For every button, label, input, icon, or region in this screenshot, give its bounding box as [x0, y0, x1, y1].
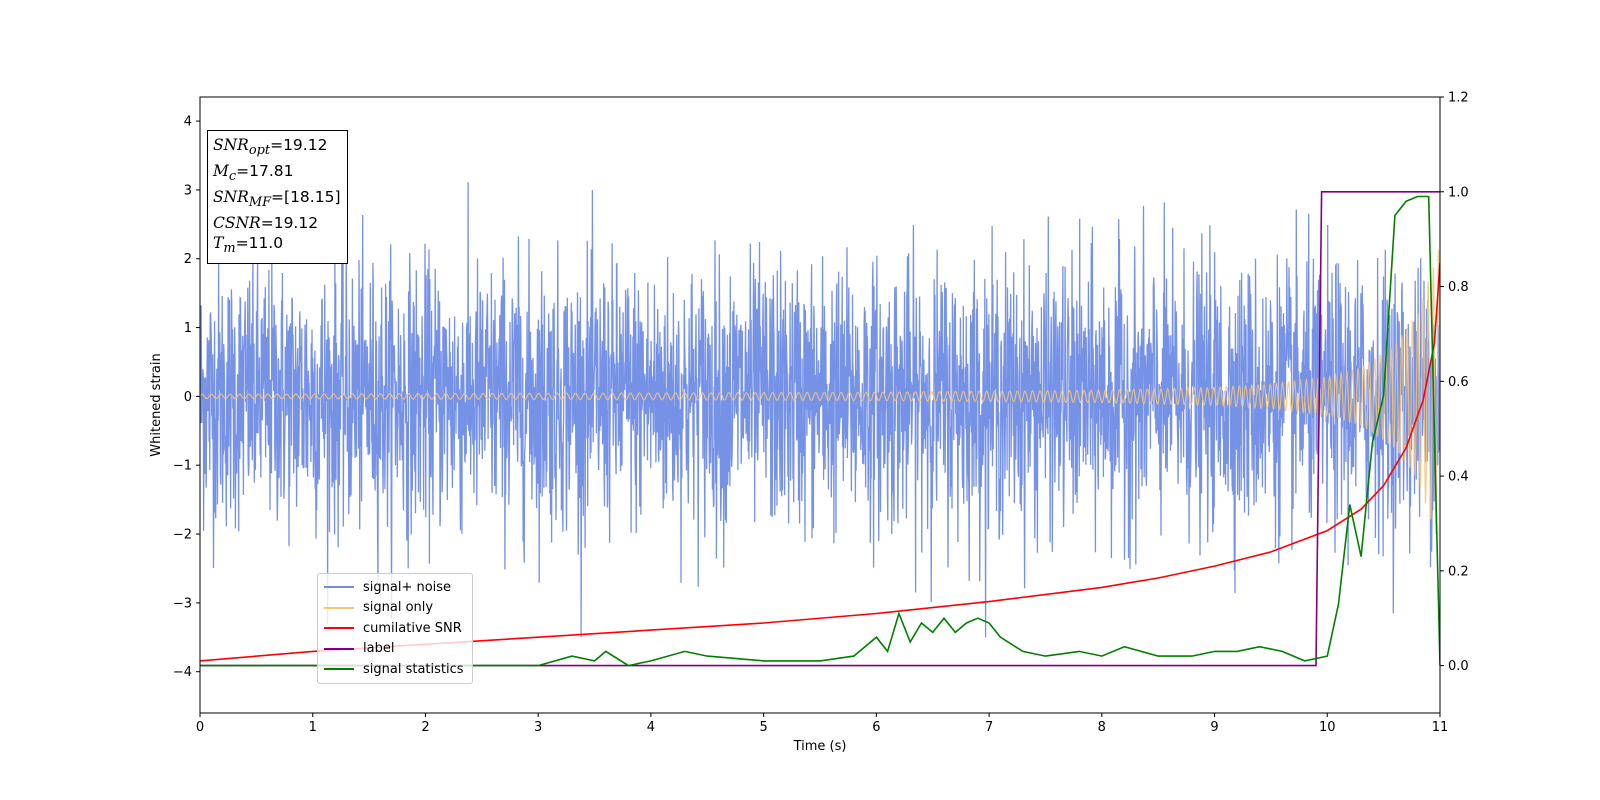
x-tick-label: 4 — [647, 720, 655, 735]
legend: signal+ noise signal only cumilative SNR… — [317, 573, 473, 684]
y-right-tick-label: 0.6 — [1448, 375, 1469, 390]
series-signal-statistics — [200, 195, 1440, 667]
series-cumilative-snr — [200, 262, 1440, 662]
y-left-tick-label: 1 — [184, 321, 192, 336]
annotation-snr-opt: SNRopt=19.12 — [213, 136, 328, 159]
annotation-tm: Tm=11.0 — [213, 234, 284, 257]
legend-item-label: label — [318, 639, 472, 660]
y-right-tick-label: 0.8 — [1448, 280, 1469, 295]
axes-frame — [199, 96, 1441, 714]
x-tick-label: 5 — [759, 720, 767, 735]
plot-area — [200, 182, 1440, 667]
x-tick-label: 0 — [196, 720, 204, 735]
series-label — [200, 191, 1440, 667]
x-tick-label: 10 — [1319, 720, 1336, 735]
legend-swatch — [324, 668, 354, 671]
annotation-snr-mf: SNRMF=[18.15] — [213, 188, 341, 211]
legend-swatch — [324, 586, 354, 589]
y-left-tick-label: 3 — [184, 183, 192, 198]
x-tick-label: 2 — [421, 720, 429, 735]
legend-label: signal+ noise — [363, 579, 452, 595]
series-signal-only — [200, 249, 1440, 536]
x-tick-label: 1 — [309, 720, 317, 735]
x-tick-label: 11 — [1432, 720, 1449, 735]
legend-swatch — [324, 627, 354, 630]
legend-label: signal statistics — [363, 661, 464, 677]
y-left-tick-label: 0 — [184, 390, 192, 405]
x-tick-label: 8 — [1098, 720, 1106, 735]
y-left-tick-label: −3 — [173, 596, 192, 611]
legend-swatch — [324, 647, 354, 650]
annotation-mc: Mc=17.81 — [213, 162, 294, 185]
y-right-tick-label: 0.2 — [1448, 564, 1469, 579]
x-axis-label: Time (s) — [793, 739, 847, 754]
y-left-tick-label: −2 — [173, 528, 192, 543]
legend-swatch — [324, 606, 354, 609]
y-right-tick-label: 1.0 — [1448, 185, 1469, 200]
legend-label: signal only — [363, 600, 434, 616]
annotation-csnr: CSNR=19.12 — [213, 214, 319, 233]
x-tick-label: 6 — [872, 720, 880, 735]
x-tick-label: 7 — [985, 720, 993, 735]
y-right-tick-label: 0.0 — [1448, 659, 1469, 674]
y-left-tick-label: −4 — [173, 665, 192, 680]
stats-annotation-box: SNRopt=19.12 Mc=17.81 SNRMF=[18.15] CSNR… — [207, 130, 348, 265]
legend-item-cumulative-snr: cumilative SNR — [318, 618, 472, 639]
legend-item-signal-noise: signal+ noise — [318, 577, 472, 598]
legend-label: cumilative SNR — [363, 620, 462, 636]
y-left-tick-label: −1 — [173, 459, 192, 474]
x-tick-label: 3 — [534, 720, 542, 735]
legend-item-signal-statistics: signal statistics — [318, 659, 472, 680]
y-axis-label: Whitened strain — [149, 353, 164, 456]
x-tick-label: 9 — [1210, 720, 1218, 735]
y-right-tick-label: 1.2 — [1448, 91, 1469, 106]
axis-ticks: 0 1 2 3 4 5 6 7 8 9 10 11 −4 −3 −2 −1 0 1 2 3 4 0.0 0.2 0.4 0.6 0… — [173, 91, 1469, 736]
legend-item-signal-only: signal only — [318, 598, 472, 619]
y-right-tick-label: 0.4 — [1448, 470, 1469, 485]
series-signal-noise — [200, 182, 1440, 638]
y-left-tick-label: 4 — [184, 115, 192, 130]
y-left-tick-label: 2 — [184, 252, 192, 267]
legend-label: label — [363, 641, 395, 657]
